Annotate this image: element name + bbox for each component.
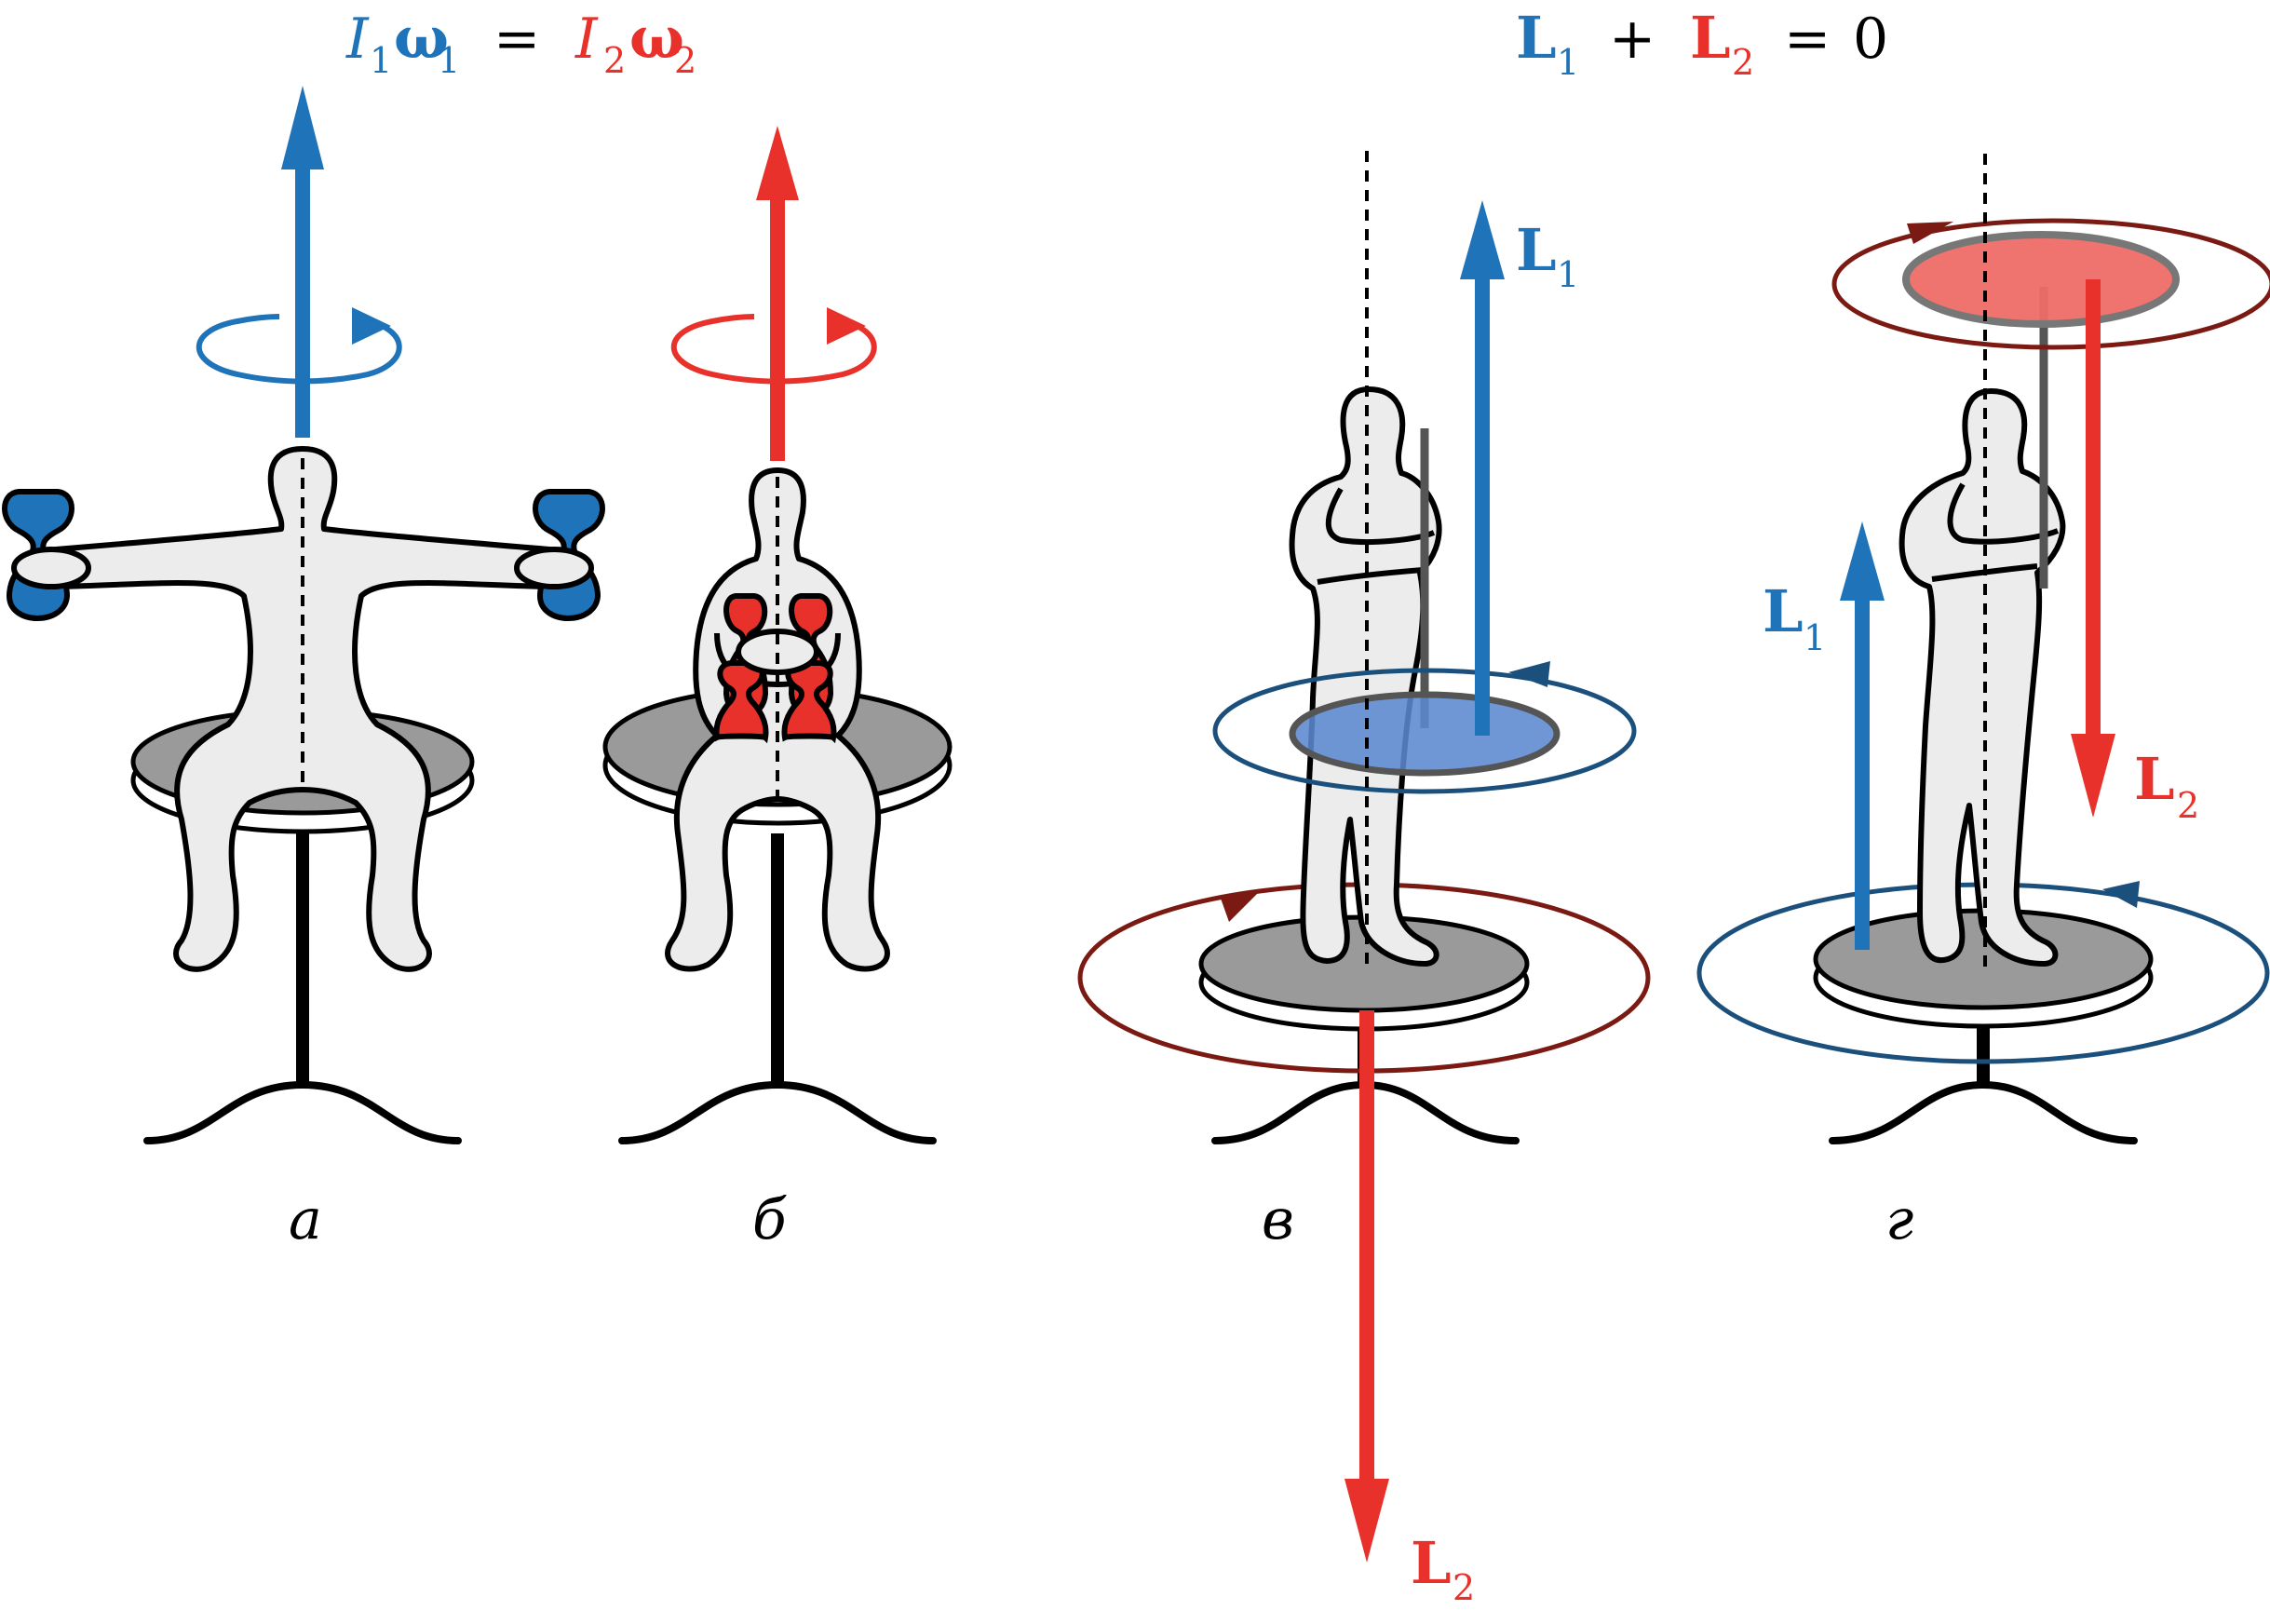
formula-w1: ω	[394, 4, 449, 72]
stool-base-a	[143, 1080, 462, 1144]
formula-conservation-iw: I 1 ω 1 = I 2 ω 2	[345, 4, 696, 81]
standing-person-g	[1898, 388, 2066, 967]
panel-v: L 1 L 2 в	[1077, 151, 1651, 1608]
disc-orbit-g	[1831, 218, 2270, 350]
disc-red-g	[1902, 231, 2180, 328]
belt-v	[1317, 567, 1424, 585]
formula-plus: +	[1609, 7, 1655, 72]
formula-w2: ω	[629, 4, 684, 72]
panel-b: б	[602, 126, 953, 1252]
disc-orbit-v-head	[1508, 661, 1550, 687]
platform-orbit-g-head	[2102, 881, 2140, 908]
disc-orbit-v	[1212, 668, 1637, 794]
omega-vector-b-head	[756, 126, 799, 200]
label-l2-v: L	[1411, 1529, 1452, 1597]
panel-a: а	[2, 86, 605, 1252]
caption-b: б	[752, 1187, 787, 1252]
stool-base-g	[1829, 1080, 2138, 1144]
formula-equals-2: =	[1784, 7, 1831, 72]
caption-a: а	[289, 1187, 322, 1252]
formula-equals: =	[493, 7, 540, 72]
vector-l2-g-head	[2071, 734, 2115, 818]
platform-orbit-v-head	[1220, 889, 1262, 922]
formula-l1: L	[1516, 4, 1557, 72]
panel-g: L 1 L 2 г	[1696, 154, 2270, 1252]
formula-i2-sub: 2	[603, 40, 626, 81]
hand-left-a	[11, 547, 91, 589]
formula-l2: L	[1690, 4, 1731, 72]
formula-i2: I	[574, 7, 599, 72]
vector-l1-g-head	[1840, 521, 1885, 601]
label-l2-g-sub: 2	[2177, 785, 2199, 826]
label-l1-v-sub: 1	[1557, 254, 1579, 295]
formula-i1-sub: 1	[370, 40, 392, 81]
vector-l2-v-head	[1344, 1479, 1389, 1563]
arms-b	[714, 632, 841, 688]
label-l1-g: L	[1763, 577, 1804, 645]
caption-g: г	[1885, 1187, 1913, 1252]
formula-i1: I	[345, 7, 370, 72]
omega-vector-a-head	[281, 86, 324, 169]
label-l2-v-sub: 2	[1453, 1567, 1475, 1608]
formula-w1-sub: 1	[438, 40, 460, 81]
rotation-arrow-a-head	[352, 307, 391, 345]
label-l2-g: L	[2134, 745, 2175, 813]
formula-l1-sub: 1	[1557, 42, 1579, 83]
disc-blue-v	[1289, 691, 1561, 777]
label-l1-g-sub: 1	[1804, 617, 1826, 658]
hand-right-a	[514, 547, 594, 589]
vector-l1-v-head	[1460, 200, 1505, 279]
caption-v: в	[1262, 1187, 1294, 1252]
formula-l2-sub: 2	[1732, 42, 1754, 83]
arms-g	[1947, 482, 2060, 545]
disc-orbit-g-head	[1907, 222, 1953, 244]
rotation-arrow-a	[196, 314, 402, 385]
stool-base-b	[618, 1080, 937, 1144]
formula-w2-sub: 2	[674, 40, 696, 81]
formula-momentum-sum: L 1 + L 2 = 0	[1516, 4, 1888, 83]
rotation-arrow-b	[670, 314, 877, 385]
arms-v	[1325, 487, 1436, 546]
label-l1-v: L	[1516, 216, 1557, 284]
formula-zero: 0	[1853, 7, 1888, 72]
rotation-arrow-b-head	[827, 307, 866, 345]
